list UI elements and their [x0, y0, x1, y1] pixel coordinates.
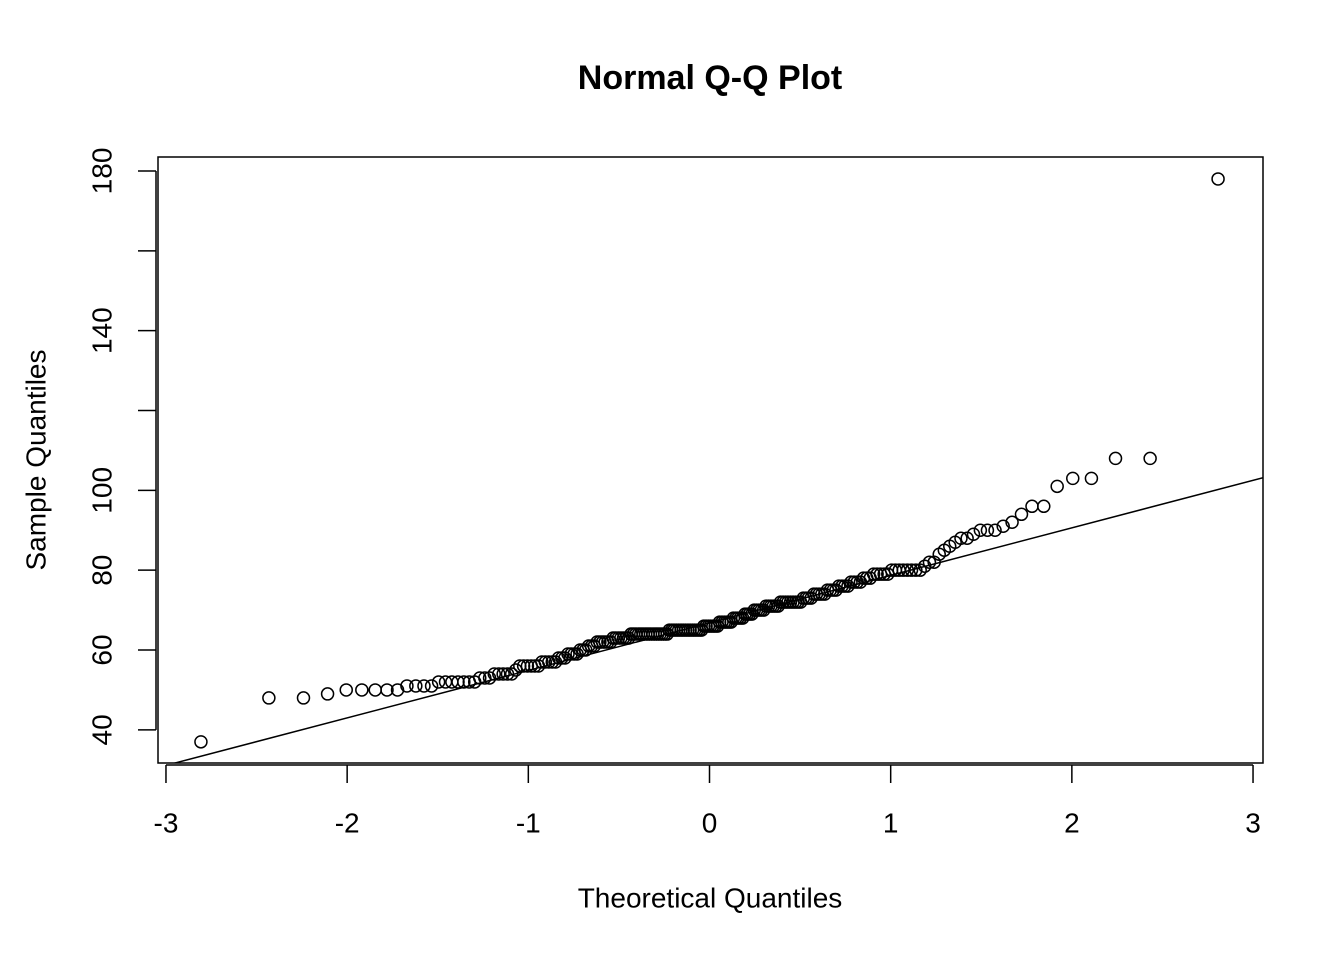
- point: [980, 523, 995, 538]
- y-tick-label: 100: [86, 467, 117, 514]
- point: [496, 667, 510, 681]
- point: [487, 667, 502, 681]
- point: [913, 563, 927, 577]
- point: [954, 531, 968, 545]
- point: [1143, 451, 1157, 466]
- point: [424, 679, 439, 693]
- point: [400, 679, 414, 693]
- point: [1108, 451, 1123, 466]
- point: [1211, 172, 1225, 186]
- x-tick-label: 1: [883, 807, 899, 838]
- point: [492, 667, 506, 681]
- point: [535, 655, 549, 669]
- point: [1037, 499, 1051, 514]
- point: [339, 683, 353, 697]
- point: [520, 659, 535, 673]
- point: [457, 675, 471, 689]
- point: [482, 671, 497, 685]
- point: [262, 691, 276, 705]
- point: [1014, 507, 1029, 522]
- point: [538, 655, 553, 669]
- point: [194, 735, 208, 749]
- point: [1084, 471, 1099, 486]
- point: [409, 679, 423, 693]
- point: [380, 683, 394, 697]
- point: [1050, 479, 1064, 494]
- y-tick-label: 80: [86, 555, 117, 586]
- point: [451, 675, 465, 689]
- point: [431, 675, 446, 689]
- y-tick-label: 180: [86, 148, 117, 195]
- point: [473, 671, 487, 685]
- x-tick-label: 2: [1064, 807, 1080, 838]
- point: [870, 567, 884, 581]
- point: [516, 659, 531, 673]
- point: [1005, 515, 1019, 530]
- point: [296, 691, 311, 705]
- y-axis-label: Sample Quantiles: [20, 349, 51, 570]
- point: [500, 667, 515, 681]
- point: [509, 663, 523, 677]
- point: [909, 563, 923, 577]
- point: [504, 667, 519, 681]
- point: [368, 683, 382, 697]
- point: [922, 555, 937, 569]
- point: [417, 679, 431, 693]
- plot-frame: [157, 156, 1264, 764]
- y-tick-label: 140: [86, 307, 117, 354]
- point: [866, 567, 881, 581]
- x-axis-label: Theoretical Quantiles: [578, 882, 843, 913]
- x-tick-label: -3: [154, 807, 179, 838]
- chart-title: Normal Q-Q Plot: [578, 59, 842, 97]
- point: [996, 519, 1010, 534]
- x-tick-label: 0: [702, 807, 718, 838]
- point: [900, 563, 915, 577]
- point: [1066, 471, 1080, 486]
- point: [355, 683, 369, 697]
- x-tick-label: -2: [335, 807, 360, 838]
- y-tick-label: 40: [86, 714, 117, 745]
- y-tick-label: 60: [86, 634, 117, 665]
- point: [1025, 499, 1039, 514]
- point: [966, 527, 981, 542]
- x-tick-label: 3: [1245, 807, 1261, 838]
- point: [904, 563, 919, 577]
- x-tick-label: -1: [516, 807, 541, 838]
- point: [988, 523, 1002, 538]
- point: [973, 523, 988, 538]
- point: [320, 687, 335, 701]
